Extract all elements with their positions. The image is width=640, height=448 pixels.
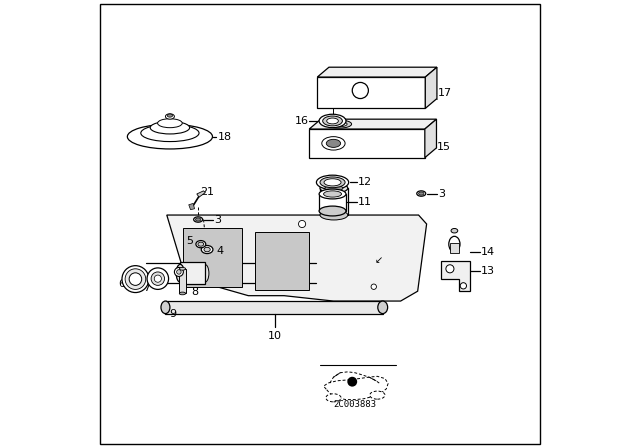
Ellipse shape (370, 391, 385, 399)
Ellipse shape (320, 210, 348, 220)
Ellipse shape (326, 394, 341, 402)
Text: 16: 16 (294, 116, 308, 126)
Text: 17: 17 (437, 88, 451, 98)
Text: 9: 9 (170, 309, 177, 319)
Text: 15: 15 (436, 142, 451, 152)
Ellipse shape (324, 179, 341, 186)
Ellipse shape (332, 121, 347, 127)
Ellipse shape (323, 116, 342, 126)
Polygon shape (165, 301, 383, 314)
Polygon shape (425, 119, 436, 158)
Ellipse shape (176, 264, 184, 282)
Circle shape (348, 377, 357, 387)
Ellipse shape (325, 185, 343, 191)
Text: 8: 8 (191, 287, 198, 297)
Ellipse shape (204, 247, 210, 252)
Polygon shape (167, 215, 427, 301)
Ellipse shape (125, 269, 146, 289)
Text: 11: 11 (358, 198, 372, 207)
Ellipse shape (326, 139, 340, 147)
Ellipse shape (196, 241, 206, 248)
Text: 6: 6 (118, 280, 125, 289)
Ellipse shape (177, 270, 181, 274)
Ellipse shape (157, 119, 182, 128)
Ellipse shape (419, 192, 424, 195)
Ellipse shape (327, 118, 339, 124)
Ellipse shape (179, 267, 186, 270)
Ellipse shape (151, 272, 164, 285)
Polygon shape (197, 191, 205, 197)
Text: 12: 12 (358, 177, 372, 187)
Circle shape (460, 283, 467, 289)
Text: 3: 3 (438, 189, 445, 198)
Ellipse shape (319, 114, 346, 128)
Text: 2: 2 (200, 187, 207, 197)
Ellipse shape (154, 275, 161, 282)
Ellipse shape (167, 114, 173, 117)
Ellipse shape (451, 228, 458, 233)
Text: ↙: ↙ (374, 255, 382, 265)
Ellipse shape (150, 121, 189, 134)
Polygon shape (441, 261, 470, 291)
Ellipse shape (319, 189, 346, 199)
Text: 5: 5 (187, 236, 194, 246)
Text: 2C003883: 2C003883 (333, 400, 376, 409)
Ellipse shape (324, 191, 342, 197)
Ellipse shape (127, 125, 212, 149)
Text: 3: 3 (214, 215, 221, 224)
Ellipse shape (327, 120, 351, 128)
Circle shape (371, 284, 376, 289)
Text: 18: 18 (218, 132, 232, 142)
Circle shape (352, 82, 369, 99)
Polygon shape (425, 67, 437, 108)
Ellipse shape (316, 175, 349, 190)
Ellipse shape (179, 292, 186, 295)
Polygon shape (179, 269, 186, 293)
Ellipse shape (129, 273, 141, 285)
Polygon shape (317, 77, 425, 108)
Ellipse shape (174, 267, 184, 276)
Polygon shape (319, 194, 346, 211)
Ellipse shape (198, 242, 204, 246)
Polygon shape (317, 67, 437, 77)
Circle shape (298, 220, 306, 228)
Ellipse shape (322, 137, 345, 150)
Ellipse shape (147, 268, 168, 289)
Ellipse shape (201, 246, 213, 254)
Ellipse shape (161, 301, 170, 314)
Text: 10: 10 (268, 331, 282, 340)
Circle shape (446, 265, 454, 273)
Ellipse shape (320, 177, 345, 188)
Text: 14: 14 (481, 247, 495, 257)
Ellipse shape (201, 264, 209, 282)
Text: 1: 1 (207, 187, 214, 197)
Text: 7: 7 (143, 283, 150, 293)
Polygon shape (189, 203, 195, 210)
Text: 13: 13 (481, 266, 495, 276)
Polygon shape (309, 129, 425, 158)
Text: 4: 4 (216, 246, 223, 256)
Ellipse shape (141, 125, 199, 142)
Ellipse shape (449, 237, 460, 252)
Ellipse shape (417, 191, 426, 196)
Polygon shape (450, 243, 459, 253)
Ellipse shape (378, 301, 388, 314)
Ellipse shape (320, 183, 348, 193)
Ellipse shape (122, 266, 149, 293)
Ellipse shape (166, 114, 174, 119)
Ellipse shape (194, 217, 203, 222)
Ellipse shape (195, 218, 201, 221)
Bar (184, 228, 242, 287)
Polygon shape (309, 119, 436, 129)
Polygon shape (180, 262, 205, 284)
Ellipse shape (319, 206, 346, 216)
Bar (255, 232, 309, 290)
